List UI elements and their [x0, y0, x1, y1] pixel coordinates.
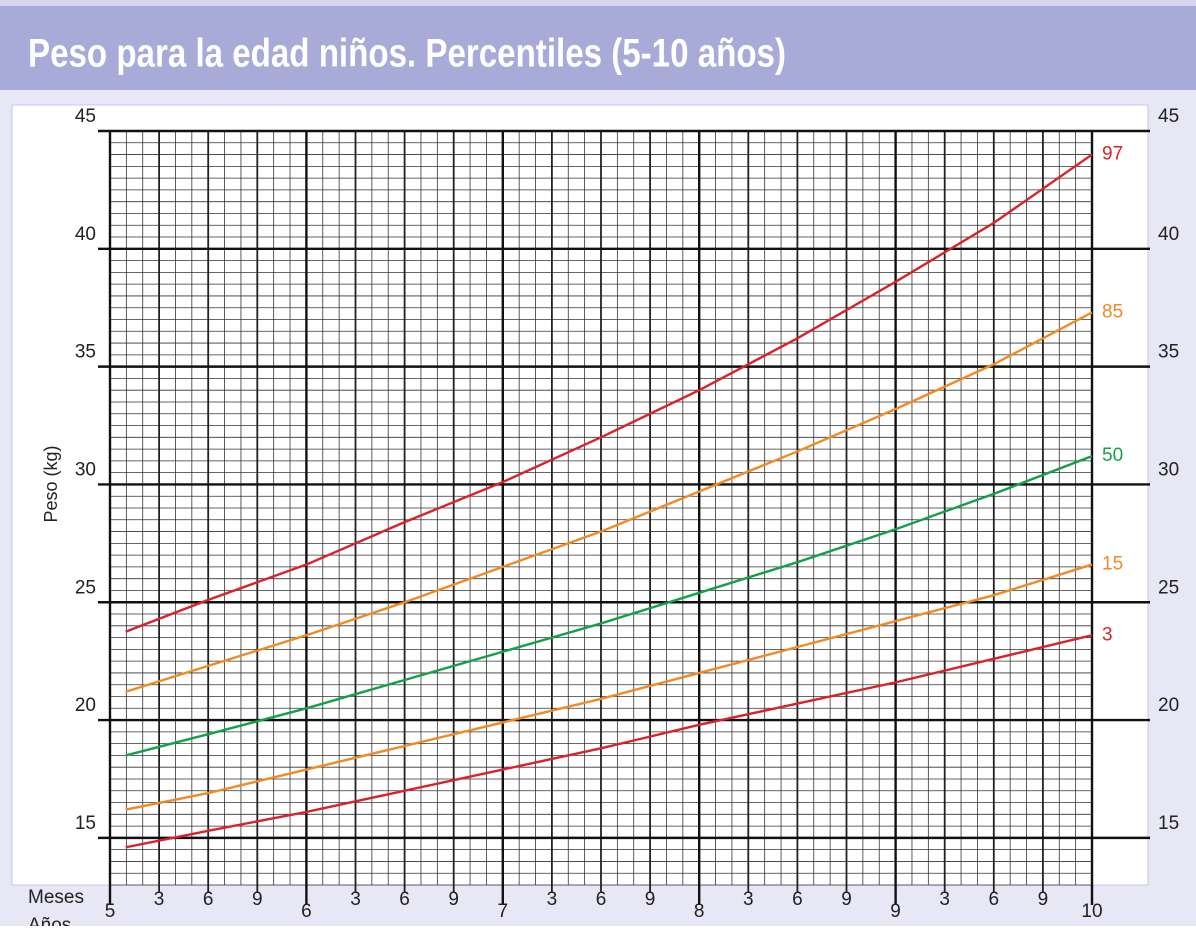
title-strip: [0, 0, 1196, 6]
month-tick-label: 3: [154, 889, 165, 910]
month-tick-label: 3: [939, 889, 950, 910]
y-tick-label: 20: [75, 695, 96, 716]
month-tick-label: 3: [547, 889, 558, 910]
percentile-line: [125, 563, 1093, 811]
chart-title: Peso para la edad niños. Percentiles (5-…: [28, 32, 786, 76]
y-tick-label: 45: [75, 106, 96, 127]
month-tick-label: 6: [203, 889, 214, 910]
series-label: 15: [1102, 554, 1123, 575]
month-tick-label: 6: [792, 889, 803, 910]
series-label: 97: [1102, 144, 1123, 165]
month-tick-label: 9: [841, 889, 852, 910]
year-tick-label: 10: [1081, 901, 1102, 922]
month-tick-label: 6: [989, 889, 1000, 910]
month-tick-label: 3: [743, 889, 754, 910]
year-axis-label: Años: [28, 915, 71, 926]
month-tick-label: 6: [399, 889, 410, 910]
y-tick-label-right: 15: [1158, 813, 1179, 834]
y-tick-label: 35: [75, 342, 96, 363]
y-tick-label-right: 40: [1158, 224, 1179, 245]
series-label: 85: [1102, 301, 1123, 322]
y-tick-label-right: 25: [1158, 577, 1179, 598]
percentile-line: [125, 455, 1093, 757]
percentile-line: [125, 153, 1093, 633]
y-tick-label-right: 20: [1158, 695, 1179, 716]
y-tick-label: 15: [75, 813, 96, 834]
month-axis-label: Meses: [28, 887, 84, 908]
y-axis-label: Peso (kg): [41, 445, 61, 522]
month-tick-label: 9: [645, 889, 656, 910]
year-tick-label: 8: [694, 901, 705, 922]
percentile-line: [125, 634, 1093, 849]
plot-panel: [11, 104, 1149, 886]
month-tick-label: 9: [1038, 889, 1049, 910]
month-tick-label: 6: [596, 889, 607, 910]
series-label: 3: [1102, 624, 1113, 645]
year-tick-label: 7: [498, 901, 509, 922]
y-tick-label-right: 30: [1158, 459, 1179, 480]
y-tick-label-right: 45: [1158, 106, 1179, 127]
percentile-line: [125, 311, 1093, 693]
series-label: 50: [1102, 445, 1123, 466]
year-tick-label: 6: [301, 901, 312, 922]
y-tick-label-right: 35: [1158, 342, 1179, 363]
month-tick-label: 3: [350, 889, 361, 910]
year-tick-label: 9: [890, 901, 901, 922]
y-tick-label: 25: [75, 577, 96, 598]
year-tick-label: 5: [105, 901, 116, 922]
month-tick-label: 9: [448, 889, 459, 910]
month-tick-label: 9: [252, 889, 263, 910]
y-tick-label: 40: [75, 224, 96, 245]
title-bar: [0, 0, 1196, 90]
y-tick-label: 30: [75, 459, 96, 480]
